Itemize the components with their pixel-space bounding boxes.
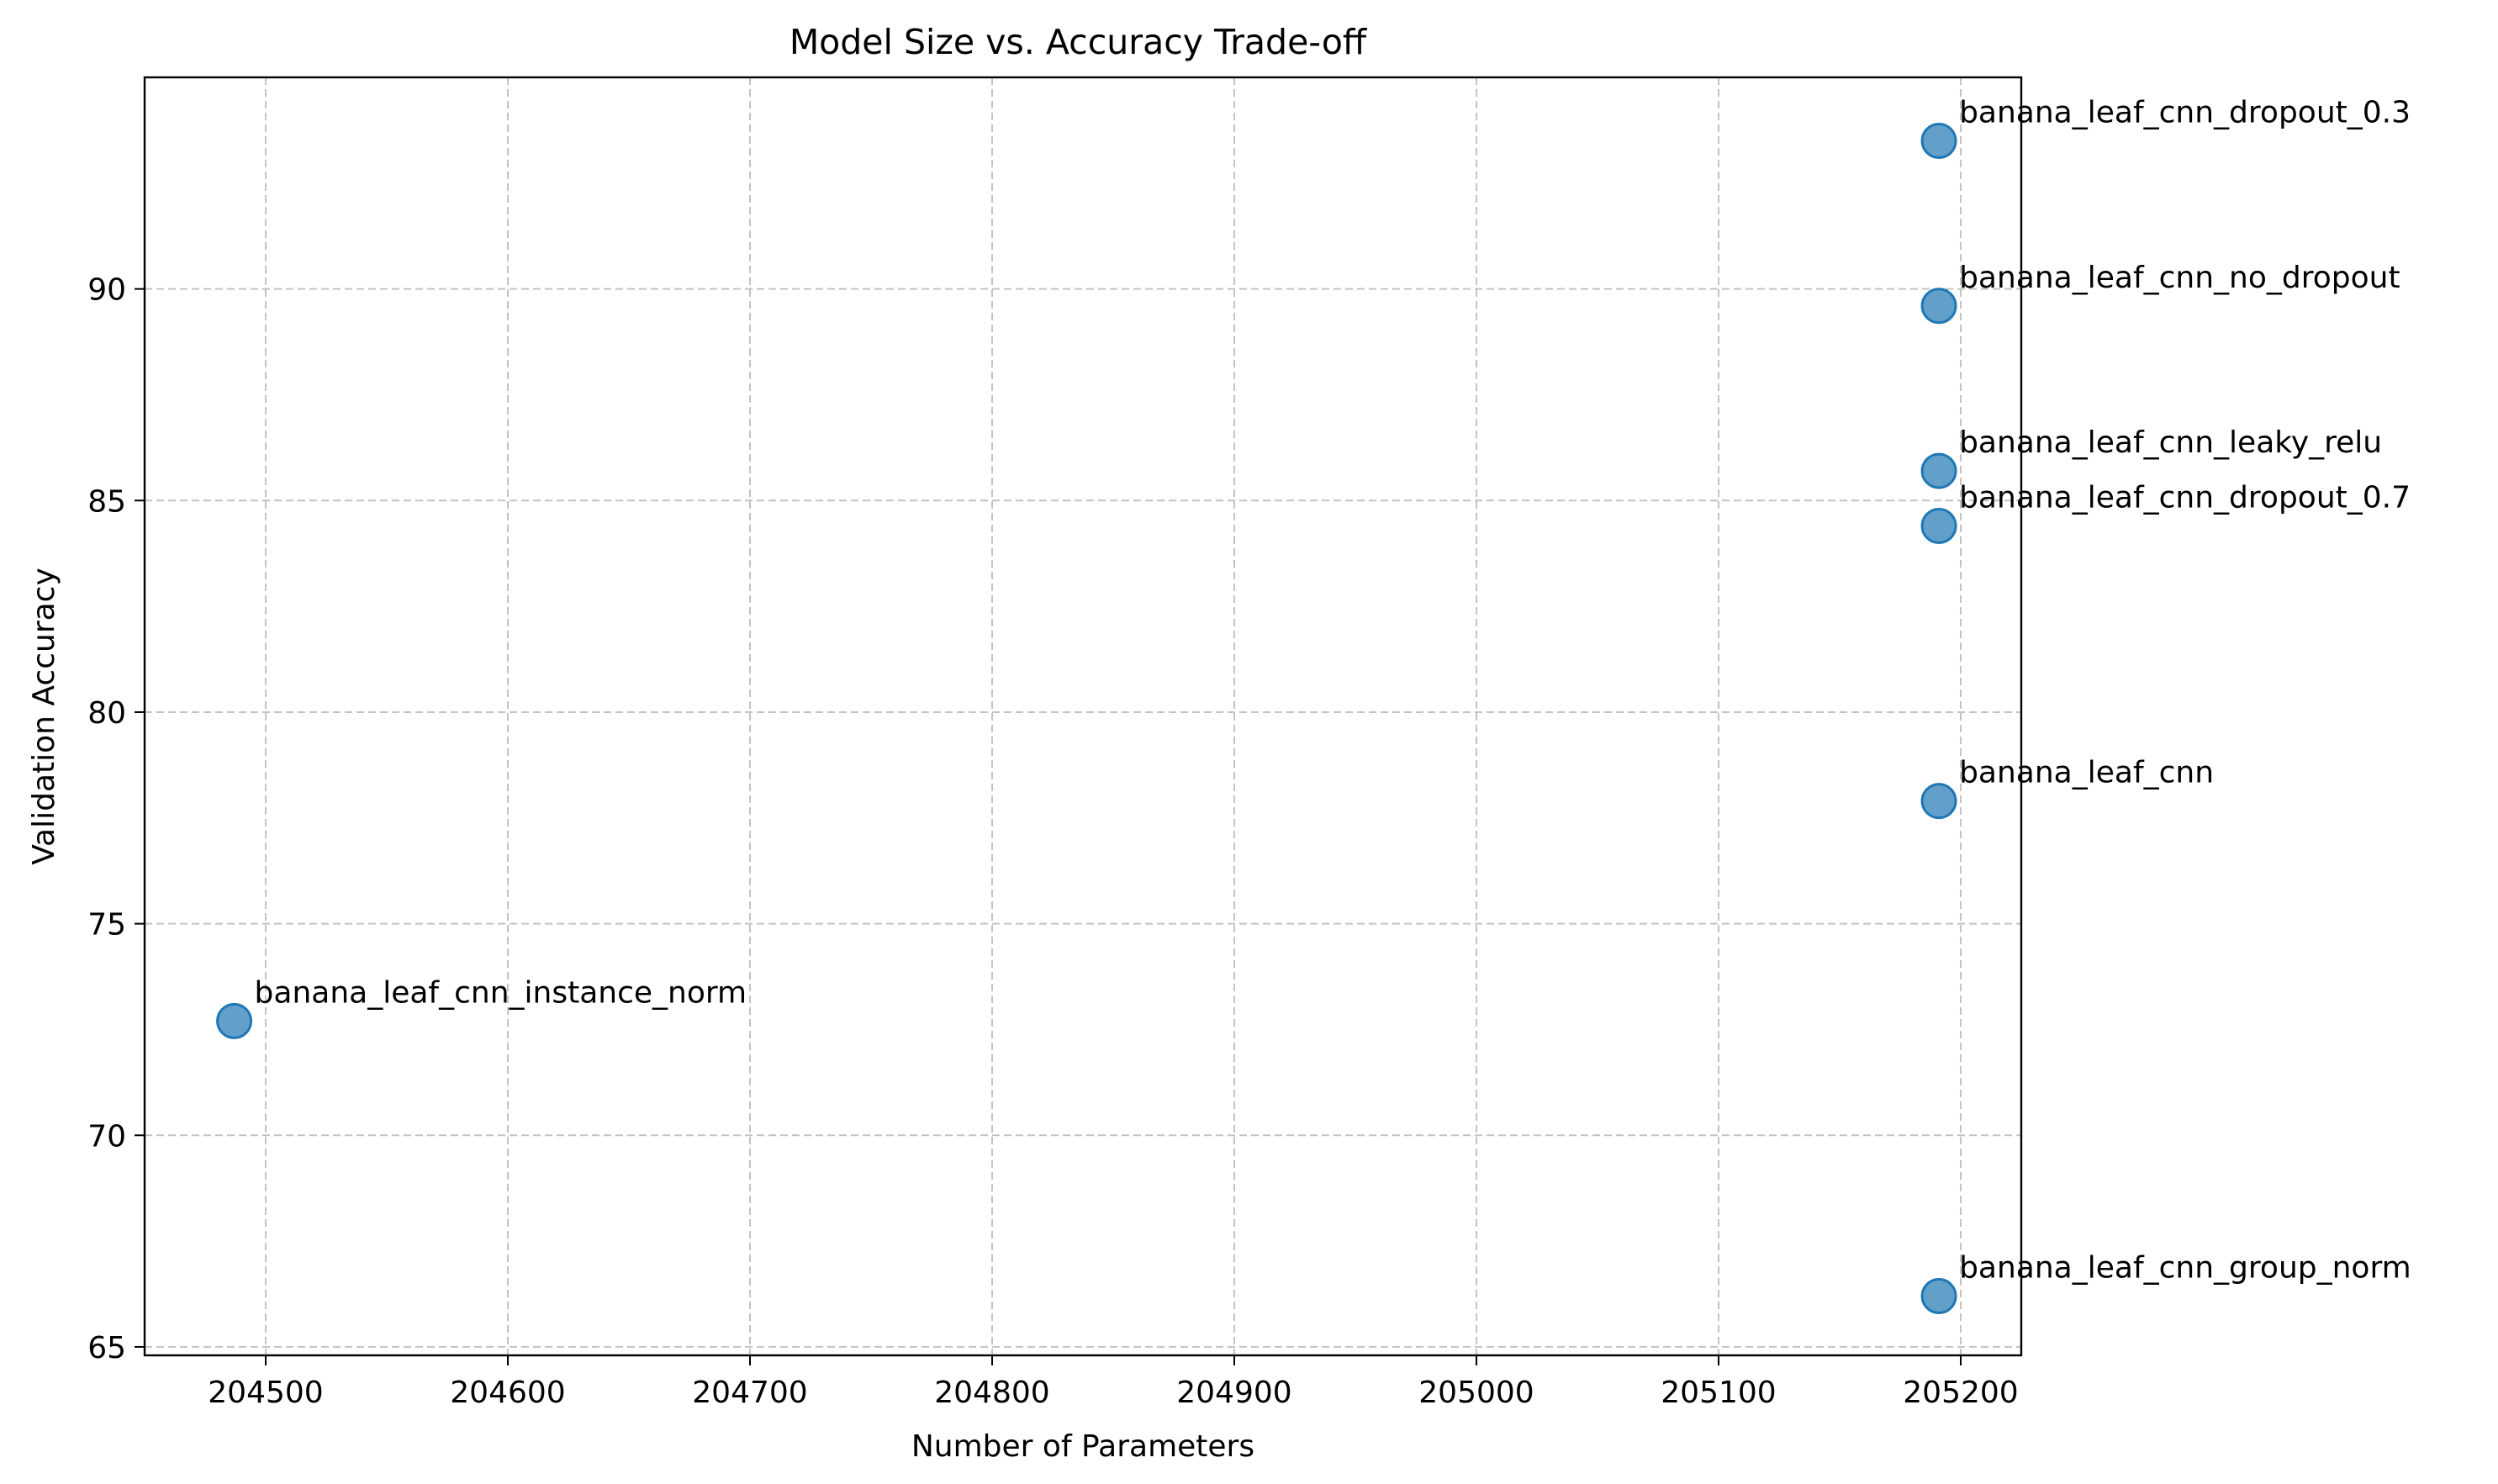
scatter-point xyxy=(1920,783,1957,820)
x-tick-label: 204800 xyxy=(934,1376,1049,1410)
y-tick-label: 80 xyxy=(87,696,126,731)
point-label: banana_leaf_cnn_group_norm xyxy=(1959,1251,2411,1286)
point-label: banana_leaf_cnn_instance_norm xyxy=(255,975,747,1010)
point-labels: banana_leaf_cnn_dropout_0.3 banana_leaf_c… xyxy=(255,95,2411,1285)
chart-title: Model Size vs. Accuracy Trade-off xyxy=(790,22,1368,62)
scatter-point xyxy=(1920,452,1957,489)
y-tick-label: 85 xyxy=(87,484,126,519)
x-tick-label: 205000 xyxy=(1418,1376,1534,1410)
x-tick-label: 204700 xyxy=(692,1376,807,1410)
y-tick-label: 65 xyxy=(87,1331,126,1365)
point-label: banana_leaf_cnn_dropout_0.3 xyxy=(1959,95,2411,129)
point-label: banana_leaf_cnn xyxy=(1959,756,2214,790)
grid-lines xyxy=(145,77,2021,1355)
point-label: banana_leaf_cnn_leaky_relu xyxy=(1959,425,2382,460)
axis-ticks: 204500 204600 204700 204800 204900 205000 2051… xyxy=(87,273,2019,1410)
scatter-point xyxy=(1920,288,1957,325)
scatter-point xyxy=(216,1002,253,1039)
data-points xyxy=(216,122,1957,1315)
scatter-point xyxy=(1920,508,1957,545)
scatter-point xyxy=(1920,122,1957,159)
scatter-point xyxy=(1920,1278,1957,1315)
plot-frame xyxy=(143,76,2023,1357)
point-label: banana_leaf_cnn_dropout_0.7 xyxy=(1959,481,2411,515)
x-tick-label: 205100 xyxy=(1661,1376,1776,1410)
x-axis-label: Number of Parameters xyxy=(911,1429,1254,1464)
y-tick-label: 90 xyxy=(87,273,126,308)
y-axis-label: Validation Accuracy xyxy=(27,568,61,865)
x-tick-label: 204600 xyxy=(450,1376,565,1410)
point-label: banana_leaf_cnn_no_dropout xyxy=(1959,261,2400,295)
y-tick-label: 75 xyxy=(87,908,126,943)
x-tick-label: 204500 xyxy=(208,1376,323,1410)
x-tick-label: 204900 xyxy=(1176,1376,1291,1410)
y-tick-label: 70 xyxy=(87,1119,126,1154)
x-tick-label: 205200 xyxy=(1903,1376,2018,1410)
